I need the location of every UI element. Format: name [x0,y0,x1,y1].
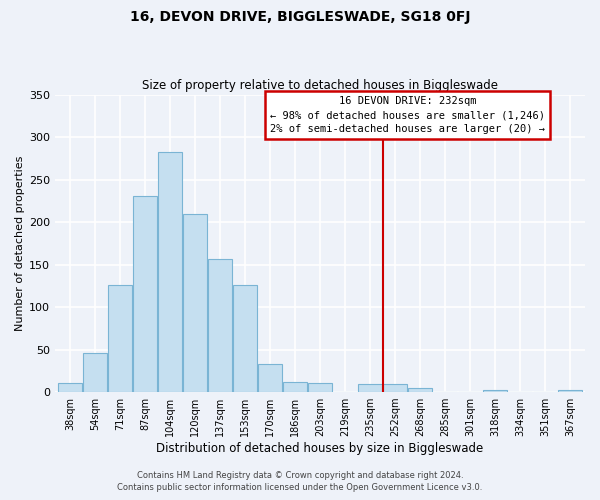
Bar [58,382,82,392]
Bar [233,285,257,392]
Bar [183,214,207,392]
Title: Size of property relative to detached houses in Biggleswade: Size of property relative to detached ho… [142,79,498,92]
Bar [408,388,432,392]
Bar [83,353,107,392]
Bar [558,390,582,392]
Bar [208,258,232,392]
Bar [258,364,282,392]
Bar [133,196,157,392]
Bar [383,384,407,392]
Bar [483,390,507,392]
Text: 16 DEVON DRIVE: 232sqm
← 98% of detached houses are smaller (1,246)
2% of semi-d: 16 DEVON DRIVE: 232sqm ← 98% of detached… [270,96,545,134]
Bar [308,382,332,392]
Text: Contains HM Land Registry data © Crown copyright and database right 2024.
Contai: Contains HM Land Registry data © Crown c… [118,471,482,492]
X-axis label: Distribution of detached houses by size in Biggleswade: Distribution of detached houses by size … [157,442,484,455]
Bar [358,384,382,392]
Bar [283,382,307,392]
Bar [158,152,182,392]
Y-axis label: Number of detached properties: Number of detached properties [15,156,25,331]
Text: 16, DEVON DRIVE, BIGGLESWADE, SG18 0FJ: 16, DEVON DRIVE, BIGGLESWADE, SG18 0FJ [130,10,470,24]
Bar [108,285,132,392]
